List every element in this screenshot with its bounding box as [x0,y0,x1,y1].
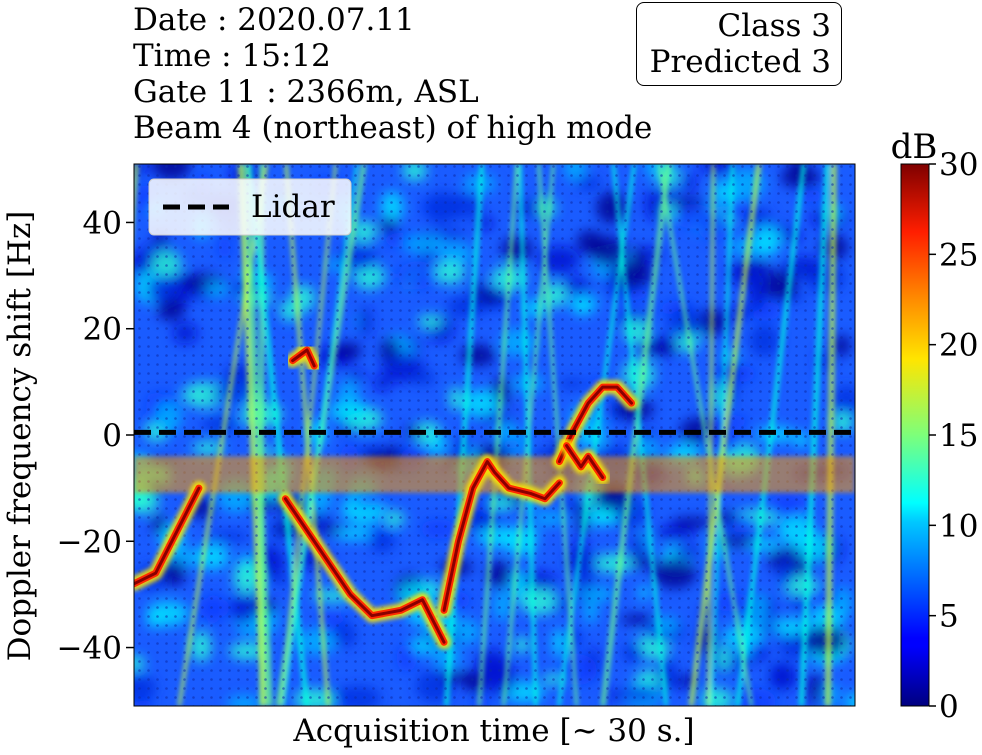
colorbar [900,163,930,707]
colorbar-tick-label: 0 [939,689,959,725]
signal-trace [552,380,639,469]
colorbar-tick-label: 5 [939,599,959,635]
signal-trace [285,342,322,373]
time-label: Time : 15:12 [133,38,331,74]
beam-label: Beam 4 (northeast) of high mode [133,110,653,146]
date-label: Date : 2020.07.11 [133,2,415,38]
colorbar-tick-label: 30 [939,147,978,183]
spectrogram-image [134,164,855,706]
legend-entry-lidar: Lidar [251,189,335,225]
y-tick-label: −20 [57,524,122,560]
legend-box [148,178,352,236]
legend: Lidar [148,178,352,236]
y-tick-label: 0 [102,418,122,454]
y-axis: −40 −20 0 20 40 [57,205,134,667]
signal-trace [559,438,610,485]
predicted-label: Predicted 3 [649,44,831,80]
colorbar-ticks: 0 5 10 15 20 25 30 [929,147,978,725]
signal-traces [134,342,639,650]
signal-trace [134,481,206,591]
colorbar-tick-label: 25 [939,237,978,273]
y-tick-label: 40 [83,205,122,241]
class-label: Class 3 [717,8,831,44]
y-tick-label: 20 [83,312,122,348]
x-axis-label: Acquisition time [~ 30 s.] [292,713,694,749]
y-tick-label: −40 [57,631,122,667]
colorbar-tick-label: 10 [939,508,978,544]
gate-label: Gate 11 : 2366m, ASL [133,74,479,110]
spectrogram-speckle [134,164,855,706]
colorbar-tick-label: 15 [939,418,978,454]
signal-trace [278,491,452,650]
colorbar-label: dB [891,127,938,167]
class-prediction-box: Class 3 Predicted 3 [636,2,842,86]
signal-trace [437,454,567,618]
colorbar-tick-label: 20 [939,328,978,364]
y-axis-label: Doppler frequency shift [Hz] [2,211,38,662]
